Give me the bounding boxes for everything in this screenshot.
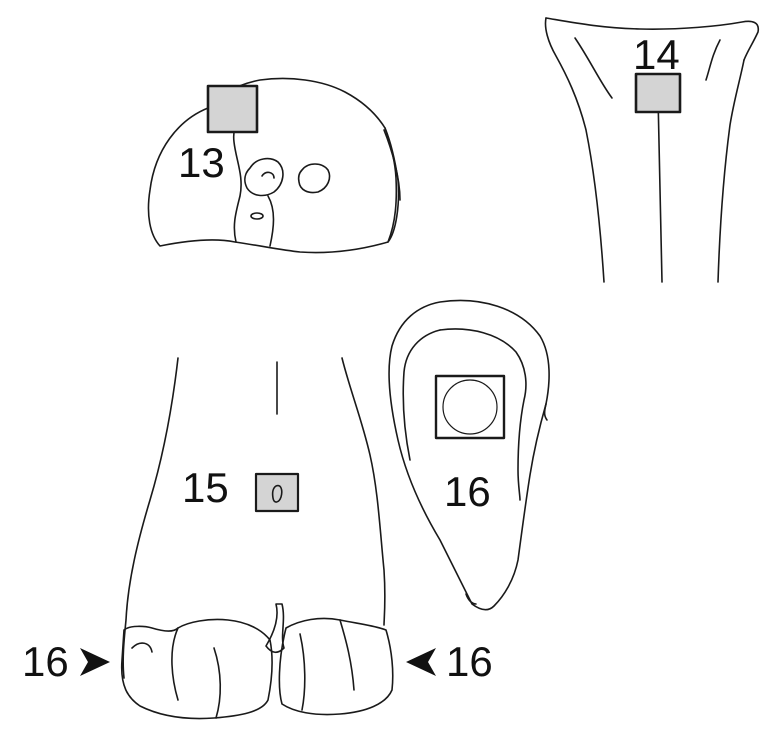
site-label-16-right: 16 — [446, 638, 493, 685]
sample-marker-14 — [634, 72, 682, 114]
core-sample — [442, 379, 498, 435]
distal-right-outline — [341, 357, 386, 626]
marker-15-foramen — [271, 484, 283, 503]
proximal-articular-view: 13 — [147, 77, 401, 254]
cross-section-tail — [543, 403, 548, 421]
shaft-right-outline — [717, 59, 745, 283]
nutrient-foramen-left — [244, 157, 284, 197]
shaft-top-outline — [545, 17, 760, 61]
sample-marker-15 — [254, 472, 300, 513]
cross-section-inner-left — [402, 329, 441, 461]
articular-ridge-mid — [267, 195, 275, 247]
nutrient-foramen-left-inner — [261, 171, 275, 179]
distal-left-outline — [122, 357, 179, 679]
site-label-13: 13 — [178, 139, 225, 186]
arrow-16-right — [406, 648, 436, 676]
shaft-ridge-left — [574, 37, 613, 99]
site-label-14: 14 — [633, 31, 680, 78]
articular-ridge-right — [384, 127, 398, 243]
small-foramen — [250, 212, 264, 220]
sample-marker-13 — [206, 84, 259, 134]
arrow-16-left — [80, 648, 110, 676]
cross-section-outer — [388, 299, 550, 611]
site-label-15: 15 — [182, 464, 229, 511]
right-condyle — [278, 617, 394, 716]
sample-marker-16 — [434, 374, 506, 440]
shaft-ridge-right — [705, 39, 721, 81]
distal-condyle-view: 15 16 16 — [22, 357, 493, 720]
left-condyle-crease — [213, 647, 222, 719]
site-label-16-center: 16 — [444, 468, 491, 515]
intercondylar-notch — [265, 603, 285, 654]
articular-outline — [147, 77, 400, 254]
right-condyle-crease — [339, 619, 355, 691]
shaft-midline — [657, 95, 663, 283]
left-condyle — [120, 618, 273, 720]
cross-section-inner — [439, 328, 527, 501]
nutrient-foramen-right — [297, 163, 331, 194]
left-condyle-fold — [131, 642, 153, 653]
left-condyle-crease-2 — [171, 627, 179, 701]
articular-lip — [383, 129, 401, 201]
site-label-16-left: 16 — [22, 638, 69, 685]
shaft-left-outline — [544, 17, 605, 283]
cross-section-detail — [465, 593, 477, 605]
cross-section-view: 16 — [388, 299, 550, 611]
long-bone-shaft: 14 — [544, 17, 760, 283]
right-condyle-crease-2 — [299, 633, 306, 711]
